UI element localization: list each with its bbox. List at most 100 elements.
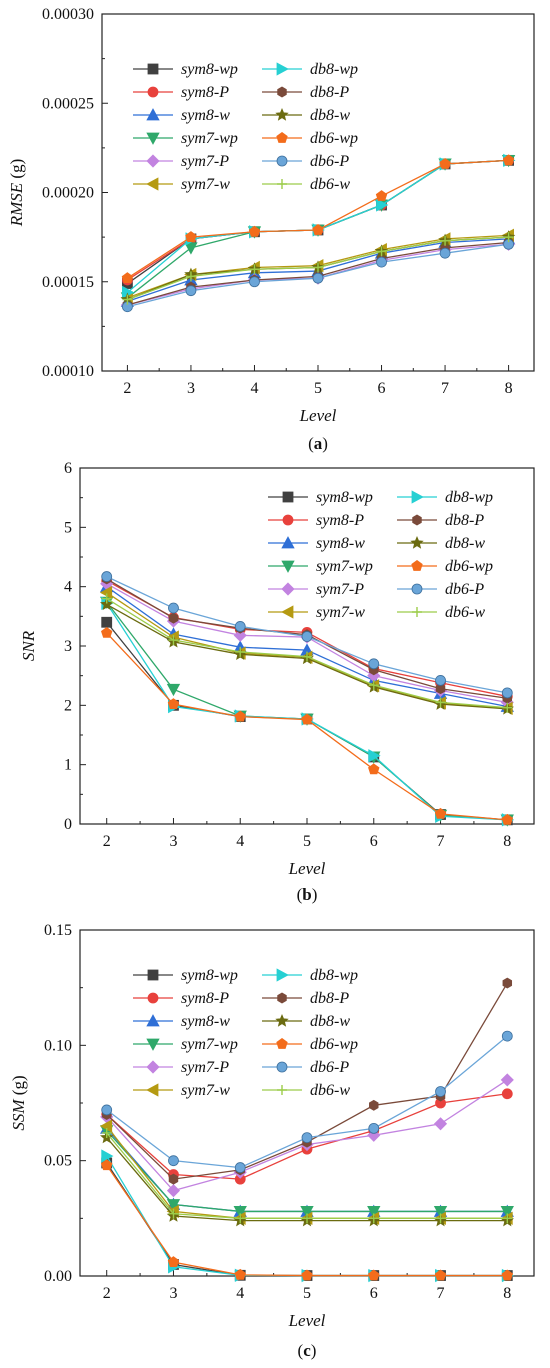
legend-marker	[147, 992, 159, 1004]
legend-item-db6-w: db6-w	[262, 176, 350, 193]
legend-item-sym7-P: sym7-P	[133, 1059, 229, 1076]
panel-caption: (b)	[297, 885, 318, 904]
legend-item-sym8-wp: sym8-wp	[268, 489, 373, 506]
ssm-chart: 0.00 0.05 0.10 0.15 2 3 4 5 6 7 8 Level SSM (g) sym8-…	[9, 922, 535, 1360]
y-tick-label: 0.00	[44, 1268, 72, 1285]
series-db6-w	[101, 1127, 513, 1224]
legend-item-sym7-w: sym7-w	[268, 604, 365, 621]
legend-label: db8-P	[445, 512, 484, 529]
series-db6-wp	[101, 1159, 513, 1281]
data-point	[101, 1159, 113, 1171]
data-point	[121, 272, 134, 284]
legend-item-db8-wp: db8-wp	[262, 61, 358, 78]
legend-item-db6-w: db6-w	[262, 1082, 350, 1099]
legend: sym8-wp sym8-P sym8-w sym7-wp sym7-P sym7-w db…	[133, 967, 358, 1099]
legend-item-sym7-wp: sym7-wp	[133, 130, 238, 147]
legend-marker	[147, 86, 159, 98]
legend-label: db8-w	[310, 107, 350, 124]
series-sym7-wp	[100, 1125, 514, 1219]
data-point	[101, 626, 113, 638]
y-tick-label: 0.05	[44, 1153, 72, 1170]
legend-label: sym7-P	[316, 581, 364, 598]
legend-item-db6-w: db6-w	[397, 604, 485, 621]
legend: sym8-wp sym8-P sym8-w sym7-wp sym7-P sym7-w db…	[133, 61, 358, 193]
data-point	[501, 1088, 513, 1100]
legend-marker	[277, 992, 287, 1004]
y-tick-label: 6	[64, 460, 72, 477]
legend-marker	[275, 1013, 289, 1027]
data-point	[501, 813, 513, 825]
legend-label: db8-P	[310, 84, 349, 101]
legend-marker	[281, 582, 295, 596]
x-tick-label: 4	[250, 380, 258, 397]
legend-marker	[411, 490, 424, 504]
legend-marker	[282, 491, 294, 503]
legend-marker	[146, 1038, 160, 1051]
data-point	[101, 616, 113, 628]
series-db6-w	[101, 593, 513, 713]
data-point	[168, 1173, 179, 1185]
legend-label: sym8-P	[181, 84, 229, 101]
x-tick-label: 4	[236, 1285, 244, 1302]
legend-marker	[276, 132, 288, 143]
y-tick-label: 0.00020	[42, 185, 94, 202]
series-db6-P	[101, 571, 513, 699]
data-point	[435, 683, 446, 695]
x-tick-label: 3	[187, 380, 195, 397]
data-point	[435, 697, 446, 708]
data-point	[312, 223, 324, 235]
x-axis-label: Level	[288, 859, 326, 878]
legend-item-sym8-P: sym8-P	[133, 990, 229, 1007]
data-point	[301, 1269, 313, 1281]
legend-item-db6-wp: db6-wp	[262, 1036, 358, 1053]
legend-label: db8-wp	[445, 489, 493, 506]
y-tick-label: 4	[64, 579, 72, 596]
x-tick-label: 5	[314, 380, 322, 397]
x-tick-label: 8	[503, 833, 511, 850]
legend-marker	[281, 605, 294, 619]
data-point	[435, 1213, 446, 1224]
data-point	[248, 225, 261, 237]
legend-label: sym8-P	[316, 512, 364, 529]
legend-item-sym8-w: sym8-w	[268, 535, 365, 552]
data-point	[168, 1155, 179, 1167]
legend-item-db6-P: db6-P	[262, 1059, 349, 1076]
data-point	[368, 658, 380, 670]
legend-marker	[277, 86, 287, 98]
x-tick-label: 6	[370, 833, 378, 850]
legend-marker	[281, 560, 295, 573]
legend-marker	[276, 155, 288, 167]
panel-caption: (a)	[308, 434, 328, 453]
legend-label: db6-wp	[310, 130, 358, 147]
legend-item-db8-w: db8-w	[262, 1013, 350, 1030]
legend-marker	[146, 108, 160, 121]
data-point	[185, 285, 197, 297]
data-point	[502, 977, 513, 989]
data-point	[166, 1199, 181, 1212]
legend-marker	[276, 968, 289, 982]
legend-label: db6-wp	[310, 1036, 358, 1053]
legend-item-sym8-w: sym8-w	[133, 107, 230, 124]
x-tick-label: 5	[303, 833, 311, 850]
legend-label: db6-w	[310, 176, 350, 193]
y-tick-label: 3	[64, 638, 72, 655]
legend-item-db8-wp: db8-wp	[262, 967, 358, 984]
legend-marker	[146, 1060, 160, 1074]
data-point	[168, 635, 179, 646]
x-tick-label: 2	[103, 1285, 111, 1302]
x-tick-label: 2	[123, 380, 131, 397]
data-point	[376, 198, 389, 212]
legend-marker	[412, 514, 422, 526]
legend-marker	[146, 1083, 159, 1097]
data-point	[235, 646, 246, 657]
data-point	[501, 687, 513, 699]
legend-marker	[411, 560, 423, 571]
y-tick-label: 1	[64, 757, 72, 774]
data-point	[375, 190, 388, 201]
chart-panel-b: 0 1 2 3 4 5 6 2 3 4 5 6 7 8 Level SNR sym8-wp sym8-P sym8-…	[0, 456, 550, 912]
data-point	[234, 710, 246, 722]
x-tick-label: 3	[169, 1285, 177, 1302]
legend-item-db6-P: db6-P	[397, 581, 484, 598]
x-tick-label: 2	[103, 833, 111, 850]
